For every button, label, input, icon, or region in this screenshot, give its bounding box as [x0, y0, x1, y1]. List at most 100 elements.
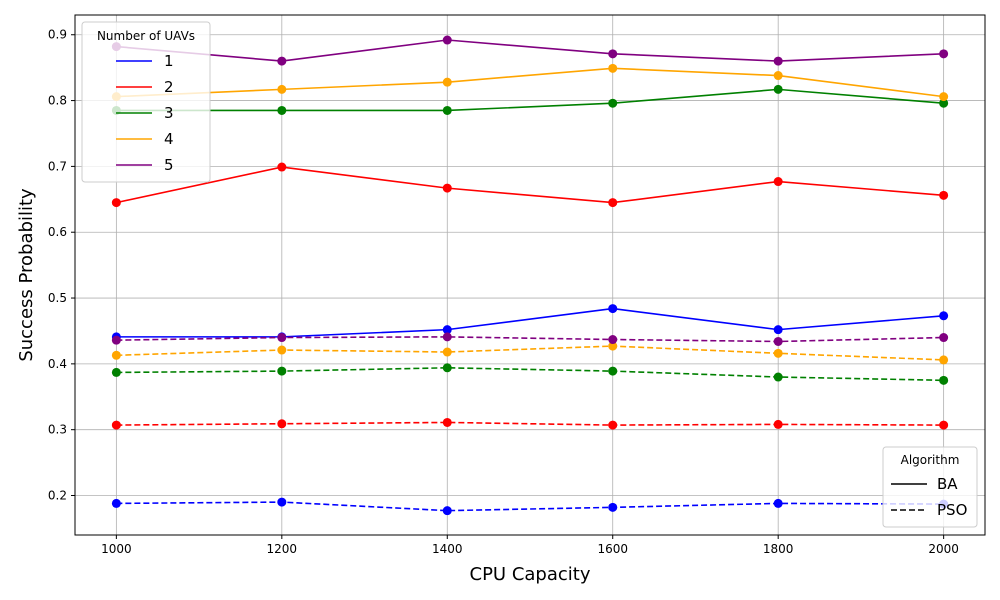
y-tick-label: 0.6	[48, 225, 67, 239]
series-ba-3-point	[442, 105, 452, 115]
series-pso-4-line	[116, 345, 944, 361]
series-ba-4-point	[773, 71, 783, 81]
series-ba-2-point	[111, 198, 121, 208]
series-pso-4	[111, 341, 949, 365]
series-pso-5-point	[442, 332, 452, 342]
legend-algorithm-box	[882, 446, 978, 528]
series-pso-2-point	[442, 417, 452, 427]
x-tick-label: 2000	[928, 542, 959, 556]
series-pso-2-point	[277, 419, 287, 429]
series-ba-4-point	[608, 63, 618, 73]
x-tick-label: 1000	[101, 542, 132, 556]
series-pso-3-point	[608, 366, 618, 376]
series-pso-3-point	[939, 375, 949, 385]
x-tick-label: 1800	[763, 542, 794, 556]
series-ba-2-point	[442, 183, 452, 193]
series-pso-1-line	[116, 501, 944, 512]
y-tick-label: 0.3	[48, 423, 67, 437]
series-pso-1	[111, 497, 949, 516]
legend-algorithm: Algorithm BA PSO	[882, 446, 978, 528]
series-pso-4-point	[111, 350, 121, 360]
series-ba-1	[111, 304, 949, 342]
series-pso-2	[111, 417, 949, 430]
series-ba-2-point	[608, 198, 618, 208]
series-ba-5-point	[277, 56, 287, 66]
series-ba-4-point	[277, 84, 287, 94]
series-pso-3-point	[277, 366, 287, 376]
series-pso-3-point	[442, 363, 452, 373]
series-pso-4-point	[939, 355, 949, 365]
series-pso-2-point	[608, 420, 618, 430]
series-pso-2-line	[116, 421, 944, 426]
series-ba-2-point	[939, 190, 949, 200]
y-tick-label: 0.9	[48, 28, 67, 42]
series-pso-2-point	[111, 420, 121, 430]
series-ba-4-point	[939, 92, 949, 102]
series-ba-1-point	[608, 304, 618, 314]
x-tick-label: 1400	[432, 542, 463, 556]
series-pso-4-point	[277, 345, 287, 355]
series-pso-5-point	[608, 335, 618, 345]
series-layer	[111, 35, 949, 516]
y-tick-label: 0.4	[48, 357, 67, 371]
series-ba-3-point	[608, 98, 618, 108]
series-ba-3-point	[939, 98, 949, 108]
series-ba-1-line	[116, 307, 944, 338]
y-axis-title: Success Probability	[16, 188, 37, 362]
legend-algorithm-title: Algorithm	[901, 453, 960, 467]
legend-uav-label: 3	[164, 104, 174, 122]
series-pso-4-point	[442, 347, 452, 357]
series-pso-2-point	[939, 420, 949, 430]
series-pso-5-point	[939, 333, 949, 343]
series-ba-2	[111, 162, 949, 208]
y-tick-label: 0.2	[48, 489, 67, 503]
series-pso-1-point	[608, 502, 618, 512]
series-pso-5-point	[111, 335, 121, 345]
series-ba-5-point	[773, 56, 783, 66]
series-ba-3	[111, 84, 949, 115]
series-pso-1-point	[111, 498, 121, 508]
series-ba-3-point	[277, 105, 287, 115]
series-ba-5-point	[939, 49, 949, 59]
series-pso-5	[111, 332, 949, 346]
legend-uav-label: 4	[164, 130, 174, 148]
series-pso-3	[111, 363, 949, 385]
plot-frame	[74, 14, 986, 536]
y-tick-label: 0.5	[48, 291, 67, 305]
series-ba-1-point	[773, 325, 783, 335]
series-pso-1-point	[442, 506, 452, 516]
y-tick-label: 0.8	[48, 94, 67, 108]
axis-ticks: 1000 1200 1400 1600 1800 2000 0.2 0.3 0.4 0.5 0.6 0…	[48, 28, 959, 556]
series-pso-4-point	[608, 341, 618, 351]
series-ba-2-point	[277, 162, 287, 172]
legend-number-of-uavs-box	[81, 21, 211, 183]
legend-algorithm-label: PSO	[937, 501, 967, 519]
series-ba-5-line	[116, 39, 944, 62]
series-pso-4-point	[773, 348, 783, 358]
series-ba-2-point	[773, 177, 783, 187]
series-pso-5-point	[773, 336, 783, 346]
series-ba-1-point	[939, 311, 949, 321]
y-tick-label: 0.7	[48, 159, 67, 173]
legend-number-of-uavs: Number of UAVs 1 2 3 4 5	[81, 21, 211, 183]
series-ba-2-line	[116, 166, 944, 204]
series-ba-5-point	[608, 49, 618, 59]
x-tick-label: 1200	[267, 542, 298, 556]
series-ba-4-point	[442, 77, 452, 87]
series-pso-3-line	[116, 367, 944, 382]
series-pso-1-point	[277, 497, 287, 507]
legend-algorithm-label: BA	[937, 475, 958, 493]
legend-uav-label: 2	[164, 78, 174, 96]
series-ba-5-point	[442, 35, 452, 45]
legend-uav-label: 1	[164, 52, 174, 70]
x-axis-title: CPU Capacity	[470, 564, 591, 585]
series-pso-5-point	[277, 333, 287, 343]
series-ba-4-line	[116, 67, 944, 98]
series-ba-3-point	[773, 84, 783, 94]
series-ba-4	[111, 63, 949, 102]
series-pso-3-point	[773, 372, 783, 382]
series-pso-5-line	[116, 336, 944, 343]
series-ba-5	[111, 35, 949, 66]
series-pso-3-point	[111, 367, 121, 377]
